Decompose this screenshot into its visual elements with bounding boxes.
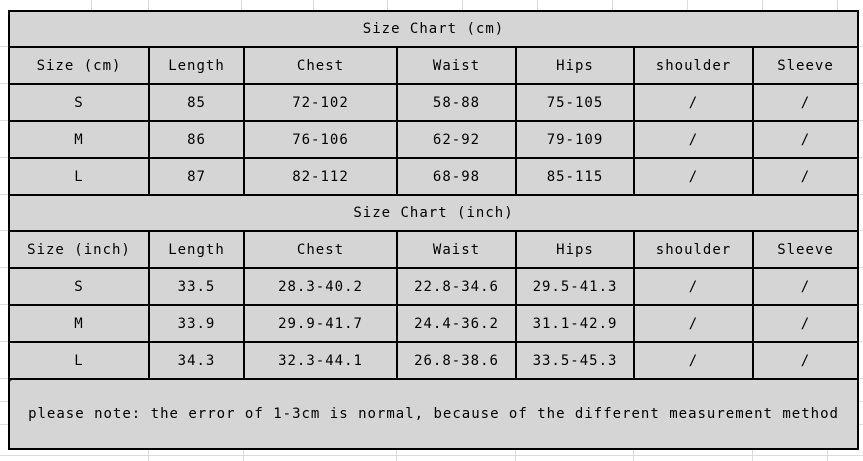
- table-row: Size (inch) Length Chest Waist Hips shou…: [8, 230, 859, 269]
- header-cell-size-cm: Size (cm): [8, 46, 150, 85]
- cell: 76-106: [243, 120, 398, 159]
- cell: 79-109: [515, 120, 635, 159]
- header-cell-waist: Waist: [396, 46, 517, 85]
- cell: /: [752, 120, 859, 159]
- note-text: please note: the error of 1-3cm is norma…: [28, 406, 839, 422]
- cell-size: S: [8, 267, 150, 306]
- cell: 33.5-45.3: [515, 341, 635, 380]
- cell: 85-115: [515, 157, 635, 196]
- table-row: please note: the error of 1-3cm is norma…: [8, 378, 859, 450]
- cell: /: [752, 304, 859, 343]
- table-title-inch: Size Chart (inch): [8, 194, 859, 232]
- cell: 86: [148, 120, 245, 159]
- cell: /: [633, 157, 754, 196]
- cell: /: [633, 267, 754, 306]
- cell: 68-98: [396, 157, 517, 196]
- table-title-cm: Size Chart (cm): [8, 10, 859, 48]
- header-cell-sleeve: Sleeve: [752, 46, 859, 85]
- cell-size: L: [8, 341, 150, 380]
- cell: 33.5: [148, 267, 245, 306]
- cell: 75-105: [515, 83, 635, 122]
- header-cell-sleeve: Sleeve: [752, 230, 859, 269]
- cell: /: [752, 157, 859, 196]
- table-row: L 34.3 32.3-44.1 26.8-38.6 33.5-45.3 / /: [8, 341, 859, 380]
- header-cell-length: Length: [148, 230, 245, 269]
- cell: /: [752, 341, 859, 380]
- cell: 87: [148, 157, 245, 196]
- header-cell-shoulder: shoulder: [633, 230, 754, 269]
- header-cell-length: Length: [148, 46, 245, 85]
- cell: /: [633, 304, 754, 343]
- header-cell-chest: Chest: [243, 230, 398, 269]
- cell: /: [752, 83, 859, 122]
- cell: 22.8-34.6: [396, 267, 517, 306]
- table-row: S 33.5 28.3-40.2 22.8-34.6 29.5-41.3 / /: [8, 267, 859, 306]
- cell: 31.1-42.9: [515, 304, 635, 343]
- size-chart-table: Size Chart (cm) Size (cm) Length Chest W…: [8, 10, 859, 450]
- cell-size: L: [8, 157, 150, 196]
- cell-size: M: [8, 120, 150, 159]
- cell-size: M: [8, 304, 150, 343]
- cell-size: S: [8, 83, 150, 122]
- cell: 29.5-41.3: [515, 267, 635, 306]
- spreadsheet-error-indicator-icon: [11, 381, 12, 388]
- table-row: L 87 82-112 68-98 85-115 / /: [8, 157, 859, 196]
- cell: 29.9-41.7: [243, 304, 398, 343]
- cell: 33.9: [148, 304, 245, 343]
- header-cell-waist: Waist: [396, 230, 517, 269]
- table-row: M 33.9 29.9-41.7 24.4-36.2 31.1-42.9 / /: [8, 304, 859, 343]
- table-row: Size (cm) Length Chest Waist Hips should…: [8, 46, 859, 85]
- table-row: S 85 72-102 58-88 75-105 / /: [8, 83, 859, 122]
- header-cell-chest: Chest: [243, 46, 398, 85]
- table-row: Size Chart (inch): [8, 194, 859, 232]
- cell: /: [752, 267, 859, 306]
- header-cell-hips: Hips: [515, 230, 635, 269]
- header-cell-size-inch: Size (inch): [8, 230, 150, 269]
- cell: 34.3: [148, 341, 245, 380]
- cell: 28.3-40.2: [243, 267, 398, 306]
- cell: 32.3-44.1: [243, 341, 398, 380]
- cell: /: [633, 341, 754, 380]
- cell: 24.4-36.2: [396, 304, 517, 343]
- cell: 62-92: [396, 120, 517, 159]
- cell: /: [633, 120, 754, 159]
- cell: /: [633, 83, 754, 122]
- cell: 58-88: [396, 83, 517, 122]
- header-cell-hips: Hips: [515, 46, 635, 85]
- header-cell-shoulder: shoulder: [633, 46, 754, 85]
- table-row: Size Chart (cm): [8, 10, 859, 48]
- note-cell: please note: the error of 1-3cm is norma…: [8, 378, 859, 450]
- cell: 85: [148, 83, 245, 122]
- cell: 82-112: [243, 157, 398, 196]
- table-row: M 86 76-106 62-92 79-109 / /: [8, 120, 859, 159]
- cell: 26.8-38.6: [396, 341, 517, 380]
- cell: 72-102: [243, 83, 398, 122]
